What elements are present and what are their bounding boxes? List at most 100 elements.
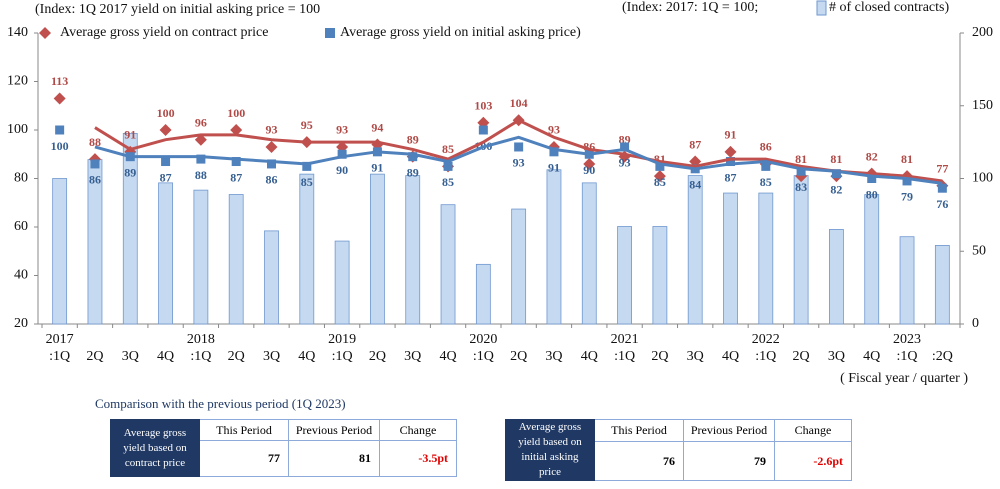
marker <box>655 161 665 171</box>
bar <box>193 189 209 325</box>
marker <box>477 116 490 129</box>
bar <box>581 182 597 325</box>
value-label: 95 <box>301 118 313 132</box>
value-label: 91 <box>124 128 136 142</box>
cell-value: -3.5pt <box>379 440 457 477</box>
cell-value: 79 <box>683 441 775 481</box>
note-left: (Index: 1Q 2017 yield on initial asking … <box>35 2 320 17</box>
marker <box>724 145 737 158</box>
bar <box>758 192 774 325</box>
value-label: 76 <box>936 197 948 211</box>
value-label: 86 <box>760 140 772 154</box>
comparison-table: Average gross yield based on contract pr… <box>110 419 457 477</box>
row-label: Average gross yield based on initial ask… <box>505 419 595 481</box>
x-tick-label: :1Q <box>897 349 918 364</box>
column-header: Change <box>379 419 457 441</box>
value-label: 79 <box>901 190 913 204</box>
value-label: 88 <box>89 135 101 149</box>
marker <box>443 161 453 171</box>
x-tick-label: 4Q <box>722 349 739 364</box>
moving-line <box>94 135 943 185</box>
value-label: 81 <box>901 152 913 166</box>
marker <box>583 157 596 170</box>
y2-tick-label: 50 <box>972 243 986 258</box>
legend-swatch <box>39 27 51 39</box>
value-label: 81 <box>795 152 807 166</box>
marker <box>90 159 100 169</box>
marker <box>796 166 806 176</box>
value-label: 83 <box>795 180 807 194</box>
value-label: 86 <box>266 173 278 187</box>
bar <box>652 226 668 325</box>
x-tick-label: 2Q <box>369 349 386 364</box>
value-label: 93 <box>548 123 560 137</box>
value-label: 85 <box>442 175 454 189</box>
value-label: 91 <box>548 161 560 175</box>
value-label: 90 <box>336 163 348 177</box>
marker <box>302 161 312 171</box>
value-label: 85 <box>301 175 313 189</box>
value-label: 96 <box>195 115 207 129</box>
marker <box>265 140 278 153</box>
value-label: 103 <box>474 98 492 112</box>
x-tick-label: 3Q <box>545 349 562 364</box>
cell-value: -2.6pt <box>774 441 852 481</box>
cell-value: 81 <box>288 440 380 477</box>
value-label: 87 <box>725 170 737 184</box>
value-label: 93 <box>266 123 278 137</box>
year-label: 2021 <box>611 332 639 347</box>
marker <box>514 142 524 152</box>
marker <box>230 124 243 136</box>
value-label: 85 <box>442 142 454 156</box>
value-label: 81 <box>830 152 842 166</box>
marker <box>867 174 877 183</box>
marker <box>53 92 66 105</box>
x-tick-label: 2Q <box>86 349 103 364</box>
row-label: Average gross yield based on contract pr… <box>110 419 200 477</box>
x-tick-label: :1Q <box>614 349 635 364</box>
marker <box>161 157 171 167</box>
year-label: 2017 <box>46 332 74 347</box>
value-label: 87 <box>689 137 701 151</box>
legend-label: # of closed contracts) <box>829 0 949 15</box>
x-tick-label: :1Q <box>49 349 70 364</box>
bar <box>370 173 385 325</box>
bar <box>405 175 421 325</box>
comparison-table: Average gross yield based on initial ask… <box>505 418 852 481</box>
x-tick-label: 3Q <box>687 349 704 364</box>
year-label: 2019 <box>328 332 356 347</box>
value-label: 82 <box>866 149 878 163</box>
y-tick-label: 40 <box>14 268 28 283</box>
year-label: 2022 <box>752 332 780 347</box>
x-tick-label: 3Q <box>122 349 139 364</box>
moving-line <box>94 118 943 183</box>
bar <box>475 263 491 325</box>
x-tick-label: 2Q <box>228 349 245 364</box>
cell-value: 76 <box>594 441 684 481</box>
marker <box>761 161 771 171</box>
legend-label: Average gross yield on initial asking pr… <box>340 25 581 40</box>
year-label: 2023 <box>893 332 921 347</box>
value-label: 93 <box>513 156 525 170</box>
marker <box>196 154 206 164</box>
x-tick-label: :1Q <box>332 349 353 364</box>
value-label: 87 <box>160 170 172 184</box>
bar <box>934 245 950 325</box>
legend-swatch <box>816 0 827 16</box>
bar <box>158 182 173 325</box>
legend-label: Average gross yield on contract price <box>60 25 269 40</box>
bar <box>52 178 68 325</box>
bar <box>299 173 315 325</box>
value-label: 86 <box>89 173 101 187</box>
value-label: 89 <box>124 165 136 179</box>
note-right: (Index: 2017: 1Q = 100; <box>622 0 758 15</box>
bar <box>723 192 738 325</box>
marker <box>549 147 559 157</box>
x-tick-label: 2Q <box>651 349 668 364</box>
marker <box>478 125 488 135</box>
y-tick-label: 80 <box>14 171 28 186</box>
bar <box>829 229 844 325</box>
value-label: 84 <box>689 178 701 192</box>
bar <box>264 230 279 325</box>
